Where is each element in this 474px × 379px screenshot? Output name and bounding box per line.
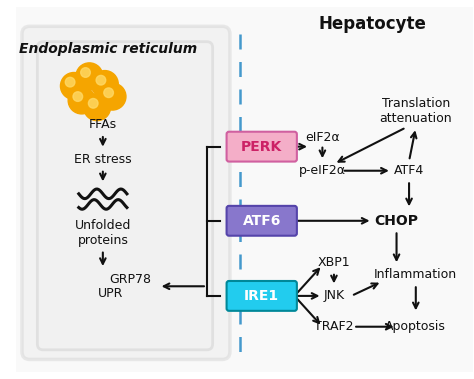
Circle shape bbox=[76, 63, 103, 90]
Text: eIF2α: eIF2α bbox=[305, 130, 340, 144]
FancyBboxPatch shape bbox=[37, 42, 213, 350]
FancyBboxPatch shape bbox=[22, 26, 230, 359]
Text: IRE1: IRE1 bbox=[244, 289, 279, 303]
Circle shape bbox=[88, 99, 98, 108]
Circle shape bbox=[83, 94, 110, 121]
FancyBboxPatch shape bbox=[227, 206, 297, 236]
Circle shape bbox=[81, 68, 91, 77]
Text: Inflammation: Inflammation bbox=[374, 268, 457, 281]
Circle shape bbox=[99, 83, 126, 110]
Circle shape bbox=[73, 92, 82, 102]
Text: XBP1: XBP1 bbox=[318, 256, 350, 269]
Text: JNK: JNK bbox=[323, 290, 345, 302]
Text: TRAF2: TRAF2 bbox=[314, 320, 354, 333]
FancyBboxPatch shape bbox=[227, 281, 297, 311]
Text: ATF6: ATF6 bbox=[243, 214, 281, 228]
Circle shape bbox=[91, 70, 118, 97]
Text: FFAs: FFAs bbox=[89, 118, 117, 131]
Text: UPR: UPR bbox=[98, 288, 123, 301]
Text: Apoptosis: Apoptosis bbox=[385, 320, 446, 333]
Text: Translation
attenuation: Translation attenuation bbox=[380, 97, 452, 125]
FancyBboxPatch shape bbox=[227, 132, 297, 161]
Text: CHOP: CHOP bbox=[374, 214, 419, 228]
Circle shape bbox=[61, 72, 87, 99]
Text: PERK: PERK bbox=[241, 139, 283, 153]
Circle shape bbox=[96, 75, 106, 85]
Circle shape bbox=[65, 77, 75, 87]
Circle shape bbox=[68, 87, 95, 114]
FancyBboxPatch shape bbox=[12, 3, 474, 376]
Text: Hepatocyte: Hepatocyte bbox=[319, 16, 427, 33]
Text: GRP78: GRP78 bbox=[109, 273, 151, 286]
Text: Endoplasmic reticulum: Endoplasmic reticulum bbox=[18, 42, 197, 56]
Circle shape bbox=[104, 88, 113, 97]
Text: p-eIF2α: p-eIF2α bbox=[299, 164, 346, 177]
Text: Unfolded
proteins: Unfolded proteins bbox=[75, 219, 131, 247]
Text: ATF4: ATF4 bbox=[394, 164, 424, 177]
Text: ER stress: ER stress bbox=[74, 153, 132, 166]
